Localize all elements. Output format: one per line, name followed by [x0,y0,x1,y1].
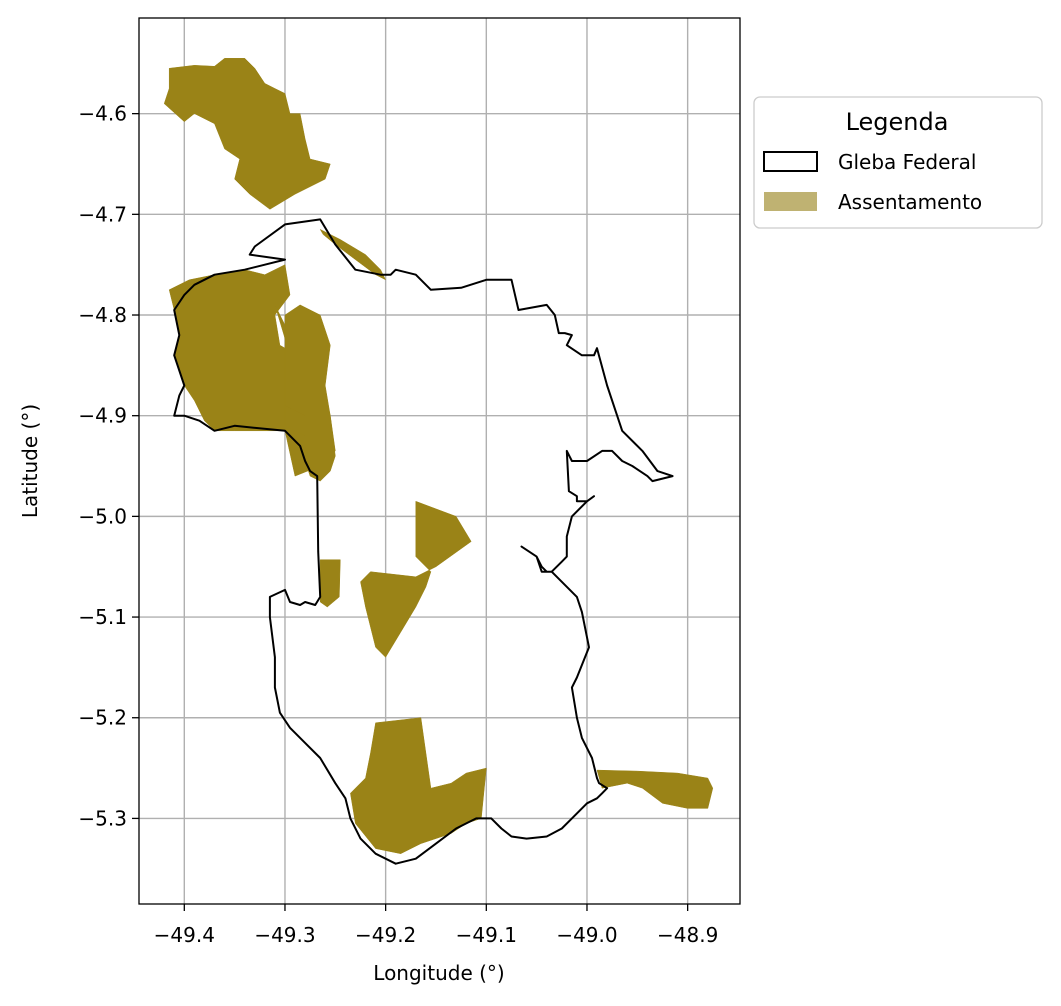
assentamento-polygon [163,58,331,210]
y-tick-label: −5.3 [78,806,127,830]
assentamento-polygon [350,717,487,854]
y-tick-label: −4.6 [78,102,127,126]
x-tick-label: −48.9 [657,923,718,947]
x-ticks: −49.4 −49.3 −49.2 −49.1 −49.0 −48.9 [154,904,718,947]
x-tick-label: −49.0 [556,923,617,947]
x-tick-label: −49.4 [154,923,215,947]
y-tick-label: −4.8 [78,303,127,327]
gleba-federal-polygon [173,218,674,865]
y-axis-label: Latitude (°) [18,404,42,518]
legend-label-assentamento: Assentamento [838,190,982,214]
y-tick-label: −4.7 [78,202,127,226]
y-tick-label: −5.2 [78,706,127,730]
x-tick-label: −49.2 [355,923,416,947]
gleba-federal-outline [173,218,674,865]
y-tick-label: −4.9 [78,404,127,428]
plot-frame [138,17,741,905]
legend: Legenda Gleba Federal Assentamento [753,96,1043,229]
y-tick-label: −5.0 [78,504,127,528]
assentamento-polygon [596,769,714,809]
legend-swatch-assentamento [764,192,817,211]
x-tick-label: −49.3 [254,923,315,947]
x-tick-label: −49.1 [456,923,517,947]
assentamento-polygon [319,228,387,281]
legend-box [753,96,1043,229]
legend-title: Legenda [846,108,949,136]
x-axis-label: Longitude (°) [373,961,504,985]
y-tick-label: −5.1 [78,605,127,629]
assentamento-polygon [284,304,331,417]
assentamento-polygon [360,500,472,658]
legend-swatch-gleba [763,151,818,172]
y-ticks: −4.6 −4.7 −4.8 −4.9 −5.0 −5.1 −5.2 −5.3 [78,102,139,830]
legend-label-gleba: Gleba Federal [838,150,976,174]
assentamento-areas [163,58,714,854]
